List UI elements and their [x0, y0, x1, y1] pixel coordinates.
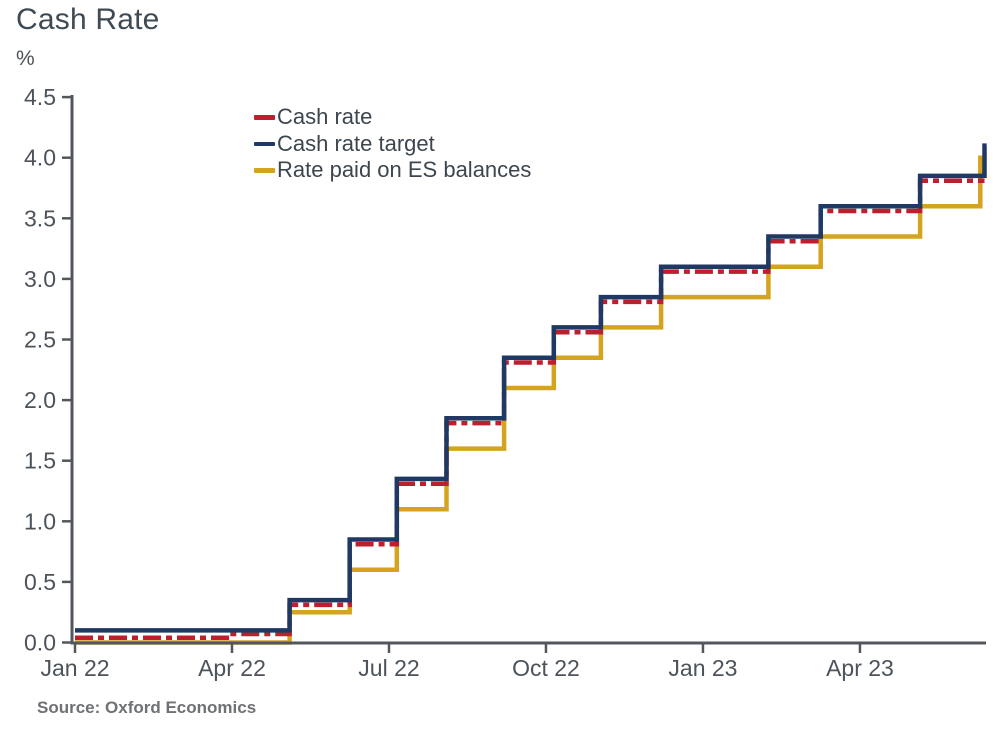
legend-swatch-es-balances [254, 168, 275, 173]
y-tick-label: 4.0 [24, 145, 56, 171]
y-axis-unit-label: % [16, 47, 35, 70]
legend-swatch-cash-rate-target [254, 141, 275, 146]
source-note: Source: Oxford Economics [37, 698, 257, 717]
chart-legend: Cash rate Cash rate target Rate paid on … [254, 104, 531, 184]
series-line-rate-paid-on-es-balances [75, 155, 987, 645]
y-tick-label: 2.5 [24, 327, 56, 353]
legend-item-cash-rate-target: Cash rate target [254, 131, 531, 158]
y-tick-label: 0.0 [24, 630, 56, 656]
legend-item-es-balances: Rate paid on ES balances [254, 157, 531, 184]
y-tick-label: 1.5 [24, 448, 56, 474]
y-tick-label: 4.5 [24, 84, 56, 110]
legend-label-cash-rate: Cash rate [277, 104, 373, 130]
x-tick-label: Jan 23 [668, 655, 737, 681]
x-tick-label: Oct 22 [512, 655, 580, 681]
y-tick-label: 1.0 [24, 508, 56, 534]
legend-label-cash-rate-target: Cash rate target [277, 130, 435, 156]
y-tick-label: 0.5 [24, 569, 56, 595]
series-line-cash-rate-target [75, 143, 987, 633]
y-tick-label: 3.0 [24, 266, 56, 292]
x-tick-label: Jan 22 [40, 655, 109, 681]
y-tick-label: 2.0 [24, 387, 56, 413]
legend-swatch-cash-rate [254, 115, 275, 120]
series-line-cash-rate [75, 178, 985, 640]
legend-item-cash-rate: Cash rate [254, 104, 531, 131]
x-tick-label: Jul 22 [358, 655, 419, 681]
legend-label-es-balances: Rate paid on ES balances [277, 157, 532, 183]
x-tick-label: Apr 22 [198, 655, 266, 681]
x-tick-label: Apr 23 [826, 655, 894, 681]
chart-title: Cash Rate [16, 3, 160, 36]
y-tick-label: 3.5 [24, 205, 56, 231]
